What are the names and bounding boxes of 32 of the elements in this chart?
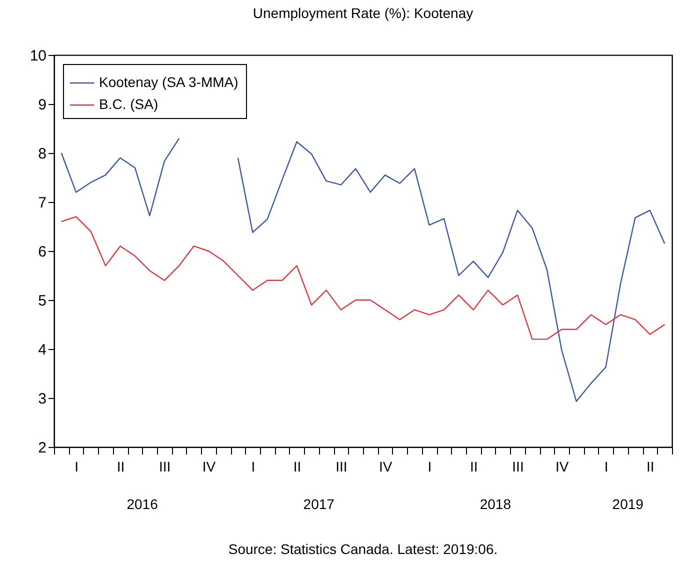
x-tick-label: I — [428, 458, 432, 474]
x-tick-label: II — [470, 458, 478, 474]
x-tick-label: IV — [378, 458, 393, 474]
x-tick-label: II — [293, 458, 302, 474]
text: 2017 — [303, 496, 335, 512]
line-series — [60, 216, 666, 340]
text: 2019 — [612, 496, 644, 512]
chart-title: Unemployment Rate (%): Kootenay — [252, 5, 474, 21]
y-tick-label: 2 — [38, 440, 46, 456]
x-tick-label: I — [74, 458, 79, 474]
x-tick-label: II — [646, 458, 654, 474]
y-tick-label: 6 — [38, 244, 46, 260]
y-tick-label: 3 — [38, 390, 46, 408]
x-tick-label: I — [604, 458, 608, 474]
x-tick-label: I — [251, 458, 256, 474]
x-tick-label: III — [336, 458, 348, 474]
y-tick-label: 10 — [30, 48, 46, 64]
y-tick-label: 7 — [38, 194, 46, 212]
x-tick-label: IV — [202, 458, 216, 474]
legend-label: B.C. (SA) — [99, 96, 158, 112]
x-tick-label: III — [512, 458, 524, 474]
y-tick-label: 9 — [38, 96, 46, 114]
y-tick-label: 5 — [38, 292, 46, 310]
text: 2016 — [126, 496, 158, 512]
x-tick-label: IV — [556, 458, 570, 474]
text: 2018 — [480, 496, 512, 512]
y-tick-label: 8 — [38, 146, 46, 162]
legend-label: Kootenay (SA 3-MMA) — [99, 74, 238, 90]
x-tick-label: II — [116, 458, 125, 474]
y-tick-label: 4 — [38, 342, 46, 358]
source-note: Source: Statistics Canada. Latest: 2019:06. — [228, 541, 498, 557]
x-tick-label: III — [159, 458, 171, 474]
